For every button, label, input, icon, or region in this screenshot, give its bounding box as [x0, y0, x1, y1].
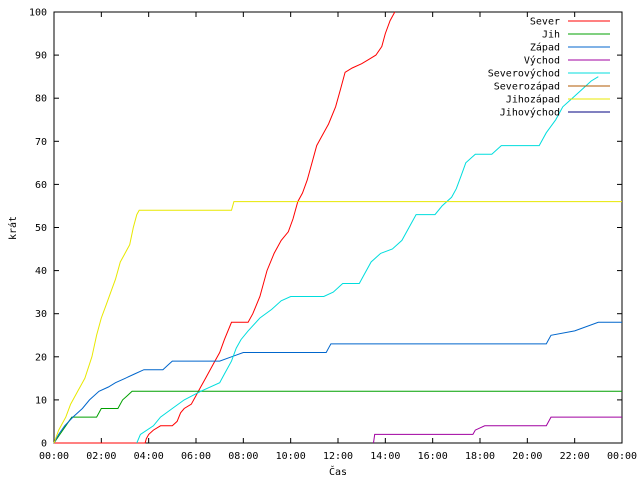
- y-tick-label: 90: [35, 51, 47, 62]
- y-axis-ticks: 0 10 20 30 40 50 60 70 80 90 100: [29, 8, 622, 450]
- x-tick-label: 00:00: [607, 451, 637, 462]
- series-line-jihozápad: [53, 201, 622, 444]
- y-tick-label: 10: [35, 395, 47, 406]
- x-tick-label: 20:00: [512, 451, 542, 462]
- y-tick-label: 20: [35, 352, 47, 363]
- x-tick-label: 12:00: [323, 451, 353, 462]
- legend-label: Severozápad: [494, 81, 560, 93]
- series-lines: [53, 11, 622, 444]
- legend-label: Severovýchod: [488, 68, 560, 80]
- y-tick-label: 40: [35, 266, 47, 277]
- x-tick-label: 00:00: [39, 451, 69, 462]
- x-tick-label: 16:00: [418, 451, 448, 462]
- x-axis-ticks: 00:00 02:00 04:00 06:00 08:00 10:00 12:00 14:00…: [39, 12, 637, 462]
- x-tick-label: 04:00: [134, 451, 164, 462]
- x-tick-label: 18:00: [465, 451, 495, 462]
- x-tick-label: 06:00: [181, 451, 211, 462]
- legend-label: Jihozápad: [506, 94, 560, 106]
- y-tick-label: 50: [35, 223, 47, 234]
- x-tick-label: 22:00: [560, 451, 590, 462]
- series-line-východ: [373, 416, 622, 444]
- y-tick-label: 100: [29, 8, 47, 19]
- legend-label: Východ: [524, 55, 560, 67]
- x-tick-label: 02:00: [86, 451, 116, 462]
- series-line-severovýchod: [136, 76, 599, 444]
- legend-label: Jih: [542, 30, 560, 41]
- legend: Sever JihZápadVýchodSeverovýchodSeverozáp…: [488, 17, 610, 119]
- x-axis-label: Čas: [329, 465, 347, 478]
- x-tick-label: 10:00: [276, 451, 306, 462]
- y-tick-label: 0: [41, 439, 47, 450]
- x-tick-label: 08:00: [228, 451, 258, 462]
- y-tick-label: 70: [35, 137, 47, 148]
- series-line-západ: [53, 321, 622, 444]
- x-tick-label: 14:00: [370, 451, 400, 462]
- series-line-sever: [54, 11, 396, 444]
- series-line-jih: [53, 390, 622, 444]
- y-tick-label: 30: [35, 309, 47, 320]
- y-tick-label: 80: [35, 94, 47, 105]
- legend-label: Západ: [530, 42, 560, 54]
- legend-label: Jihovýchod: [500, 107, 560, 119]
- y-axis-label: krát: [7, 216, 19, 240]
- y-tick-label: 60: [35, 180, 47, 191]
- legend-label: Sever: [530, 17, 560, 28]
